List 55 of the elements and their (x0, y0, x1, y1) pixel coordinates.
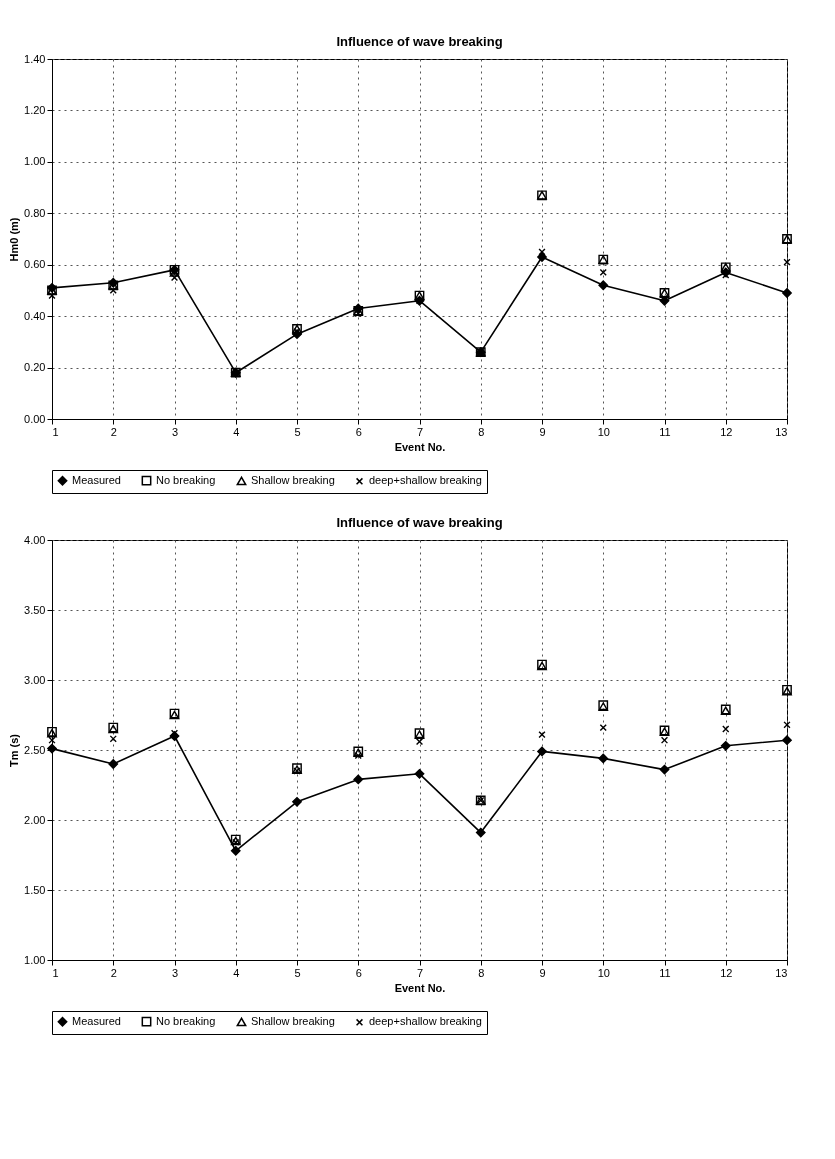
x-tick-label: 13 (775, 425, 788, 438)
x-tick-label: 10 (597, 425, 610, 438)
x-tick-label: 2 (110, 425, 117, 438)
x-tick-label: 12 (720, 425, 733, 438)
x-tick-label: 4 (233, 425, 240, 438)
x-tick-label: 5 (294, 425, 301, 438)
y-tick-label: 2.00 (24, 813, 46, 826)
legend-label: No breaking (156, 1014, 216, 1027)
y-tick-label: 1.50 (24, 883, 46, 896)
y-tick-label: 1.00 (24, 953, 46, 966)
x-tick-label: 2 (110, 966, 117, 979)
y-tick-label: 1.40 (24, 52, 46, 65)
y-tick-label: 3.00 (24, 673, 46, 686)
y-tick-label: 2.50 (24, 743, 46, 756)
x-tick-label: 1 (52, 966, 59, 979)
x-tick-label: 10 (597, 966, 610, 979)
y-tick-label: 0.80 (24, 206, 46, 219)
x-tick-label: 11 (659, 425, 671, 438)
y-tick-label: 4.00 (24, 533, 46, 546)
x-tick-label: 11 (659, 966, 671, 979)
y-tick-label: 3.50 (24, 603, 46, 616)
x-tick-label: 12 (720, 966, 733, 979)
x-tick-label: 9 (539, 966, 546, 979)
legend-label: Shallow breaking (251, 473, 335, 486)
legend-label: deep+shallow breaking (369, 1015, 482, 1028)
x-tick-label: 8 (478, 966, 485, 979)
chart-title: Influence of wave breaking (336, 34, 503, 49)
y-axis-title: Hm0 (m) (8, 217, 21, 262)
y-tick-label: 1.20 (24, 103, 46, 116)
x-tick-label: 3 (171, 425, 179, 438)
legend-label: deep+shallow breaking (369, 474, 482, 487)
x-tick-label: 6 (355, 425, 362, 438)
x-tick-label: 9 (539, 425, 546, 438)
x-axis-title: Event No. (394, 981, 446, 994)
y-tick-label: 1.00 (24, 155, 46, 168)
y-tick-label: 0.40 (24, 309, 46, 322)
x-tick-label: 7 (416, 425, 424, 438)
x-tick-label: 4 (233, 966, 240, 979)
legend-label: Measured (72, 1014, 121, 1027)
legend-label: Measured (72, 473, 121, 486)
legend-label: No breaking (156, 473, 216, 486)
legend-label: Shallow breaking (251, 1014, 335, 1027)
x-tick-label: 5 (294, 966, 301, 979)
x-tick-label: 6 (355, 966, 362, 979)
x-axis-title: Event No. (394, 440, 446, 453)
x-tick-label: 8 (478, 425, 485, 438)
x-tick-label: 13 (775, 966, 788, 979)
chart-title: Influence of wave breaking (336, 515, 503, 530)
y-axis-title: Tm (s) (8, 733, 21, 767)
y-tick-label: 0.00 (24, 412, 46, 425)
y-tick-label: 0.20 (24, 361, 46, 374)
x-tick-label: 3 (171, 966, 179, 979)
x-tick-label: 1 (52, 425, 59, 438)
y-tick-label: 0.60 (24, 258, 46, 271)
x-tick-label: 7 (416, 966, 424, 979)
